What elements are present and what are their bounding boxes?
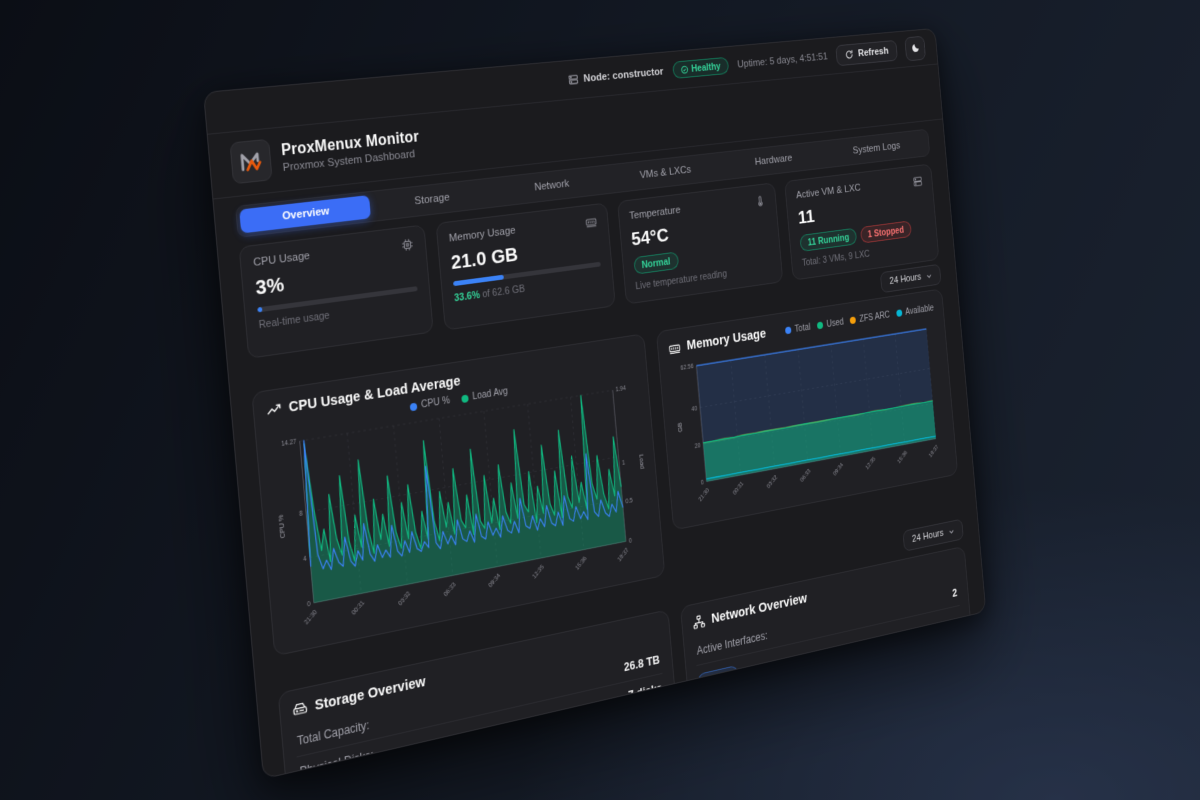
cpu-card-title: CPU Usage: [252, 250, 311, 269]
temperature-status-badge: Normal: [632, 251, 679, 275]
ram-icon: [668, 340, 681, 355]
svg-text:03:32: 03:32: [766, 474, 779, 490]
svg-text:20: 20: [695, 442, 702, 450]
svg-text:03:32: 03:32: [397, 590, 412, 607]
node-indicator: Node: constructor: [568, 65, 664, 86]
health-badge: Healthy: [671, 56, 729, 79]
legend-item: ZFS ARC: [849, 310, 890, 326]
legend-item: Total: [784, 322, 811, 336]
server-stack-icon: [912, 175, 923, 188]
cpu-load-chart-card: CPU Usage & Load Average CPU % Load Avg 2…: [251, 333, 666, 657]
svg-text:40: 40: [691, 405, 698, 412]
thermometer-icon: [755, 194, 767, 208]
server-icon: [568, 73, 580, 86]
svg-text:14.27: 14.27: [281, 439, 297, 449]
memory-chart: 21:30 00:31 03:32 06:33 09:34 12:35 15:36 18:37…: [676, 320, 940, 503]
svg-text:15:36: 15:36: [574, 555, 588, 571]
ram-icon: [584, 215, 597, 229]
tab-system-logs[interactable]: System Logs: [852, 140, 901, 157]
chevron-down-icon: [948, 527, 955, 536]
svg-text:12:35: 12:35: [531, 563, 545, 580]
svg-text:15:36: 15:36: [897, 450, 909, 465]
tab-storage[interactable]: Storage: [414, 191, 451, 208]
vm-running-badge: 11 Running: [799, 227, 858, 252]
svg-text:0: 0: [701, 479, 705, 486]
svg-text:GB: GB: [676, 422, 684, 433]
temperature-card: Temperature 54°C Normal Live temperature…: [616, 182, 784, 305]
cpu-usage-card: CPU Usage 3% Real-time usage: [238, 224, 434, 359]
svg-text:18:37: 18:37: [617, 547, 631, 563]
svg-text:0: 0: [307, 601, 311, 609]
tab-vms-lxcs[interactable]: VMs & LXCs: [639, 164, 692, 182]
cpu-load-chart: 21:30 00:31 03:32 06:33 09:34 12:35 15:36 18:37…: [277, 385, 645, 626]
dashboard-window: Node: constructor Healthy Uptime: 5 days…: [203, 27, 987, 780]
svg-text:09:34: 09:34: [488, 572, 502, 589]
memory-chart-card: Memory Usage Total Used ZFS ARC Available 2…: [656, 288, 959, 531]
legend-dot: [460, 394, 469, 403]
svg-text:09:34: 09:34: [832, 462, 844, 477]
network-icon: [692, 614, 706, 631]
uptime-text: Uptime: 5 days, 4:51:51: [736, 50, 829, 70]
legend-dot: [784, 326, 792, 335]
refresh-button[interactable]: Refresh: [835, 39, 898, 66]
node-label: Node: constructor: [583, 65, 664, 85]
moon-icon: [911, 43, 919, 53]
memory-usage-card: Memory Usage 21.0 GB 33.6% of 62.6 GB: [435, 202, 616, 331]
memory-card-title: Memory Usage: [448, 224, 517, 245]
svg-text:21:30: 21:30: [303, 608, 319, 625]
svg-text:00:31: 00:31: [732, 480, 745, 496]
cpu-chip-icon: [400, 237, 414, 252]
svg-text:21:30: 21:30: [698, 487, 711, 503]
refresh-icon: [845, 49, 855, 60]
svg-text:18:37: 18:37: [928, 444, 940, 459]
tab-overview[interactable]: Overview: [239, 195, 371, 234]
legend-dot: [816, 321, 824, 330]
hard-drive-icon: [292, 700, 308, 719]
temperature-card-title: Temperature: [628, 204, 681, 222]
cpu-sub: Real-time usage: [258, 309, 331, 332]
svg-text:4: 4: [303, 555, 307, 563]
svg-text:1: 1: [622, 460, 626, 467]
theme-toggle-button[interactable]: [904, 35, 926, 61]
legend-dot: [849, 316, 857, 325]
proxmenux-logo: [229, 138, 273, 185]
legend-dot: [409, 402, 418, 411]
tab-hardware[interactable]: Hardware: [754, 152, 793, 168]
charts-row: CPU Usage & Load Average CPU % Load Avg 2…: [251, 288, 961, 657]
svg-text:Load: Load: [637, 454, 645, 470]
legend-item: Used: [816, 317, 844, 331]
svg-text:06:33: 06:33: [799, 468, 812, 484]
chevron-down-icon: [926, 271, 933, 280]
legend-item: Available: [895, 303, 934, 318]
tab-network[interactable]: Network: [533, 178, 570, 194]
svg-text:00:31: 00:31: [351, 599, 366, 616]
vm-card-title: Active VM & LXC: [795, 182, 861, 201]
svg-text:12:35: 12:35: [865, 456, 877, 471]
trending-up-icon: [266, 401, 282, 419]
check-circle-icon: [680, 64, 689, 74]
svg-text:0: 0: [629, 538, 633, 545]
vm-stopped-badge: 1 Stopped: [859, 220, 912, 244]
svg-text:1.94: 1.94: [615, 385, 626, 393]
svg-text:CPU %: CPU %: [277, 513, 287, 538]
svg-text:62.56: 62.56: [680, 364, 694, 373]
svg-text:06:33: 06:33: [443, 581, 458, 598]
interface-badge: vmbr0: [697, 665, 739, 692]
legend-dot: [895, 309, 903, 318]
svg-text:0.5: 0.5: [625, 498, 633, 506]
svg-text:8: 8: [299, 510, 303, 518]
active-vm-card: Active VM & LXC 11 11 Running 1 Stopped …: [784, 163, 940, 281]
time-range-select[interactable]: 24 Hours: [880, 263, 942, 294]
